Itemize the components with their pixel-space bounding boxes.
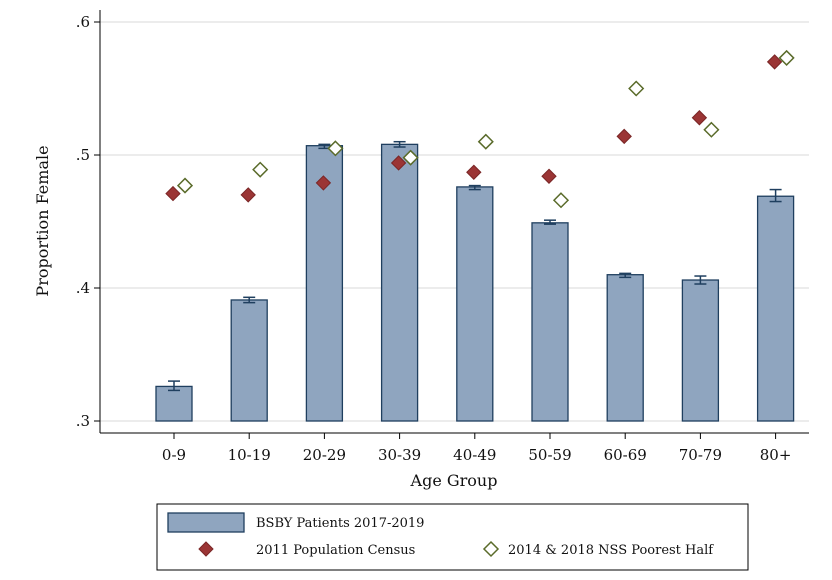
bar — [756, 195, 795, 422]
markers — [165, 49, 795, 209]
nss-marker — [176, 177, 194, 194]
legend-label-nss: 2014 & 2018 NSS Poorest Half — [508, 543, 714, 558]
bars — [155, 143, 795, 422]
x-axis: 0-9 10-19 20-29 30-39 40-49 50-59 60-69 70-79 80… — [162, 433, 792, 464]
legend-marker-census-icon — [198, 541, 214, 557]
y-tick-label: .5 — [76, 146, 90, 164]
bar — [380, 143, 419, 422]
census-marker — [466, 164, 482, 180]
x-tick-label: 70-79 — [679, 446, 722, 464]
bar — [155, 385, 193, 422]
y-tick-label: .6 — [76, 13, 90, 31]
legend-label-census: 2011 Population Census — [256, 543, 415, 558]
x-tick-label: 60-69 — [604, 446, 647, 464]
legend-marker-nss-icon — [482, 540, 500, 558]
census-marker — [315, 175, 332, 191]
legend: BSBY Patients 2017-2019 2011 Population … — [156, 503, 749, 571]
x-tick-label: 10-19 — [228, 446, 271, 464]
bar — [456, 186, 494, 422]
nss-marker — [778, 49, 795, 66]
x-tick-label: 40-49 — [453, 446, 496, 464]
census-marker — [165, 185, 181, 202]
census-marker — [766, 54, 783, 70]
x-tick-label: 30-39 — [378, 446, 421, 464]
nss-marker — [477, 133, 494, 150]
nss-marker — [628, 80, 645, 97]
census-marker — [616, 128, 632, 145]
nss-marker — [703, 121, 720, 138]
bar — [606, 274, 644, 422]
bar — [305, 145, 344, 422]
legend-box — [156, 503, 749, 571]
nss-marker — [327, 140, 344, 157]
y-axis: .3 .4 .5 .6 — [76, 13, 100, 430]
legend-label-bsby: BSBY Patients 2017-2019 — [256, 516, 424, 531]
census-marker — [541, 168, 557, 184]
nss-marker — [552, 192, 570, 209]
error-bars — [168, 140, 782, 392]
census-marker — [390, 155, 407, 171]
legend-swatch-bar — [167, 512, 245, 533]
x-tick-label: 20-29 — [303, 446, 346, 464]
nss-marker — [252, 161, 269, 178]
bar — [230, 299, 268, 422]
x-tick-label: 80+ — [760, 446, 792, 464]
x-tick-label: 0-9 — [162, 446, 186, 464]
bar — [681, 279, 720, 422]
x-tick-label: 50-59 — [528, 446, 571, 464]
y-tick-label: .3 — [76, 412, 90, 430]
census-marker — [240, 187, 256, 203]
y-axis-title: Proportion Female — [33, 145, 52, 296]
bar — [531, 222, 569, 422]
y-tick-label: .4 — [76, 279, 90, 297]
x-axis-title: Age Group — [410, 471, 498, 490]
census-marker — [691, 110, 708, 126]
nss-marker — [402, 149, 419, 166]
